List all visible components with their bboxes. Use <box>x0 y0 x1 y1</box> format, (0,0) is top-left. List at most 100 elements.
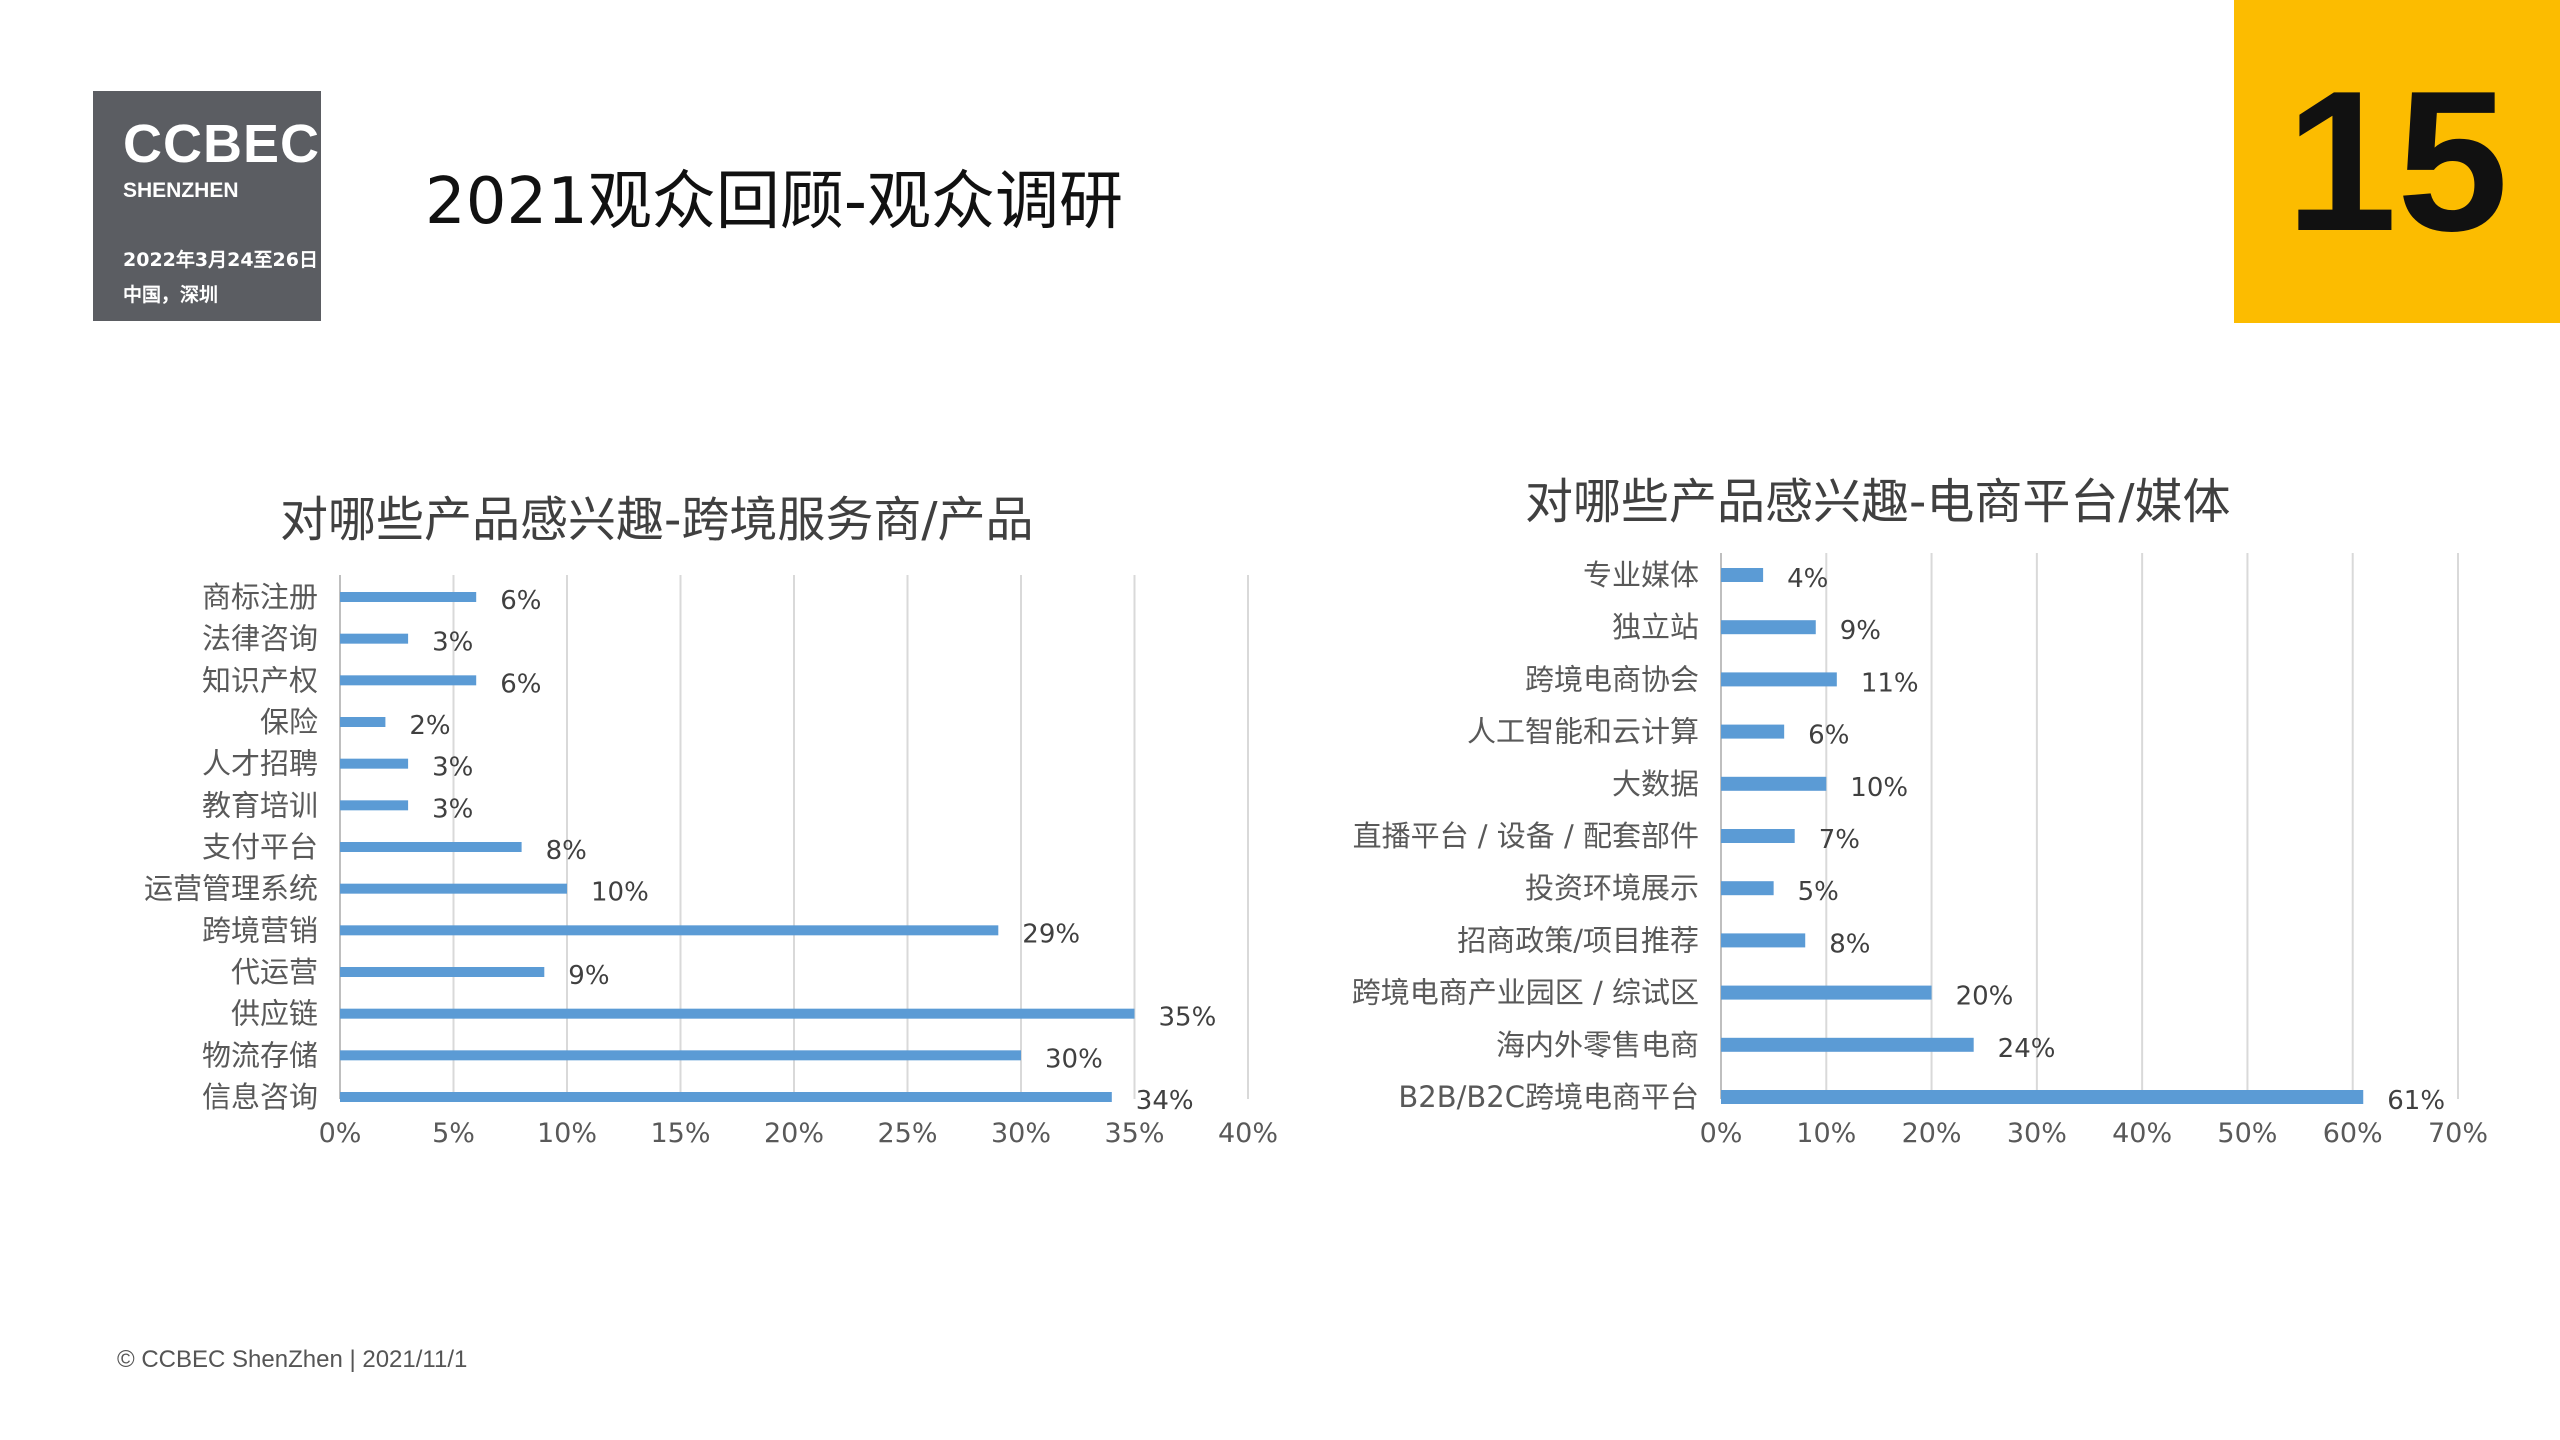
page-number-badge: 15 <box>2234 0 2560 323</box>
bar <box>1721 881 1774 896</box>
category-label: 大数据 <box>1612 767 1699 801</box>
data-label: 3% <box>432 753 473 783</box>
bar <box>340 967 545 977</box>
x-tick-label: 30% <box>2007 1118 2067 1149</box>
bar <box>340 1008 1135 1019</box>
category-label: 直播平台 / 设备 / 配套部件 <box>1353 819 1699 853</box>
bar <box>340 1092 1112 1102</box>
bar <box>340 842 522 852</box>
category-label: 专业媒体 <box>1583 558 1699 592</box>
category-label: 教育培训 <box>202 788 318 822</box>
x-tick-label: 40% <box>2112 1118 2172 1149</box>
chart-title-services: 对哪些产品感兴趣-跨境服务商/产品 <box>280 492 1034 548</box>
data-label: 20% <box>1956 982 2014 1012</box>
category-label: 人工智能和云计算 <box>1467 715 1699 749</box>
x-tick-label: 5% <box>432 1118 475 1149</box>
data-label: 10% <box>591 878 649 908</box>
category-label: 跨境电商产业园区 / 综试区 <box>1352 976 1699 1010</box>
data-label: 10% <box>1850 773 1908 803</box>
category-label: 独立站 <box>1612 610 1699 644</box>
category-label: 支付平台 <box>202 830 318 864</box>
x-tick-label: 10% <box>1796 1118 1856 1149</box>
data-label: 6% <box>500 586 541 616</box>
x-tick-label: 70% <box>2428 1118 2488 1149</box>
category-label: 代运营 <box>231 955 318 989</box>
logo-date: 2022年3月24至26日 <box>123 249 318 271</box>
logo-city: SHENZHEN <box>123 179 239 202</box>
bar <box>340 592 477 602</box>
category-label: 商标注册 <box>202 580 318 614</box>
logo-place: 中国，深圳 <box>123 284 219 306</box>
data-label: 3% <box>432 628 473 658</box>
x-tick-label: 40% <box>1218 1118 1278 1149</box>
data-label: 8% <box>546 836 587 866</box>
x-tick-label: 60% <box>2323 1118 2383 1149</box>
footer-copyright: © CCBEC ShenZhen | 2021/11/1 <box>117 1346 468 1373</box>
logo-brand: CCBEC <box>123 114 321 174</box>
x-tick-label: 10% <box>537 1118 597 1149</box>
bar <box>1721 933 1806 948</box>
bar <box>340 1050 1021 1061</box>
x-tick-label: 35% <box>1104 1118 1164 1149</box>
category-label: 信息咨询 <box>202 1080 318 1114</box>
x-tick-label: 25% <box>877 1118 937 1149</box>
data-label: 6% <box>500 669 541 699</box>
logo: CCBEC SHENZHEN 2022年3月24至26日 中国，深圳 <box>93 91 321 321</box>
data-label: 35% <box>1159 1003 1217 1033</box>
bar <box>1721 620 1816 635</box>
category-label: 跨境营销 <box>202 913 318 947</box>
category-label: 物流存储 <box>202 1038 318 1072</box>
bar <box>1721 1037 1974 1052</box>
page-number: 15 <box>2285 49 2509 273</box>
bar <box>1721 985 1932 1000</box>
data-label: 11% <box>1861 668 1919 698</box>
bar <box>1721 672 1837 687</box>
data-label: 2% <box>409 711 450 741</box>
data-label: 6% <box>1808 721 1849 751</box>
bar <box>1721 568 1764 582</box>
category-label: 法律咨询 <box>202 622 318 656</box>
x-tick-label: 20% <box>1902 1118 1962 1149</box>
category-label: 人才招聘 <box>202 747 318 781</box>
data-label: 30% <box>1045 1044 1103 1074</box>
bar <box>1721 829 1795 843</box>
category-label: 招商政策/项目推荐 <box>1457 923 1699 957</box>
data-label: 3% <box>432 794 473 824</box>
x-tick-label: 15% <box>650 1118 710 1149</box>
bar <box>340 675 477 686</box>
x-tick-label: 0% <box>319 1118 362 1149</box>
page-title: 2021观众回顾-观众调研 <box>425 165 1123 239</box>
x-tick-label: 20% <box>764 1118 824 1149</box>
x-tick-label: 50% <box>2217 1118 2277 1149</box>
bar <box>340 925 999 936</box>
data-label: 9% <box>568 961 609 991</box>
data-label: 5% <box>1798 877 1839 907</box>
category-label: 供应链 <box>231 997 318 1031</box>
category-label: 运营管理系统 <box>144 872 318 906</box>
data-label: 9% <box>1840 616 1881 646</box>
category-label: 跨境电商协会 <box>1525 662 1699 696</box>
chart-title-platforms: 对哪些产品感兴趣-电商平台/媒体 <box>1525 474 2231 530</box>
data-label: 24% <box>1998 1034 2056 1064</box>
data-label: 7% <box>1819 825 1860 855</box>
bar <box>1721 724 1785 739</box>
data-label: 8% <box>1829 929 1870 959</box>
category-label: B2B/B2C跨境电商平台 <box>1398 1080 1699 1114</box>
data-label: 61% <box>2387 1086 2445 1116</box>
bar <box>340 633 409 644</box>
x-tick-label: 30% <box>991 1118 1051 1149</box>
category-label: 知识产权 <box>202 663 318 697</box>
bar <box>1721 776 1827 791</box>
data-label: 34% <box>1136 1086 1194 1116</box>
bar <box>340 758 409 769</box>
category-label: 海内外零售电商 <box>1496 1028 1699 1062</box>
data-label: 4% <box>1787 564 1828 594</box>
bar <box>340 800 409 811</box>
data-label: 29% <box>1022 919 1080 949</box>
category-label: 投资环境展示 <box>1525 871 1699 905</box>
bar <box>1721 1090 2364 1104</box>
category-label: 保险 <box>260 705 318 739</box>
bar <box>340 717 386 727</box>
x-tick-label: 0% <box>1700 1118 1743 1149</box>
